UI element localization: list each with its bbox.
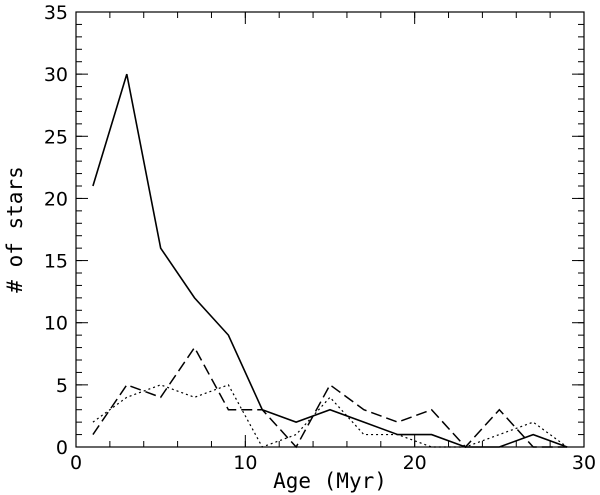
y-tick-label: 35: [44, 2, 68, 24]
plot-frame: [75, 11, 585, 448]
axis-ticks: [75, 11, 585, 448]
y-tick-label: 0: [56, 437, 68, 459]
series-lines: [92, 73, 568, 449]
y-axis-title: # of stars: [3, 166, 27, 292]
series-line-dotted: [92, 384, 568, 448]
x-axis-title: Age (Myr): [273, 469, 387, 493]
y-tick-label: 5: [56, 375, 68, 397]
x-tick-label: 10: [233, 452, 257, 474]
x-tick-label: 20: [403, 452, 427, 474]
y-tick-label: 25: [44, 126, 68, 148]
y-tick-label: 15: [44, 251, 68, 273]
x-tick-label: 0: [70, 452, 82, 474]
tick-labels: 0 10 20 30 0 5 10 15 20 25 30 35: [44, 2, 596, 474]
series-line-solid: [92, 73, 568, 448]
y-tick-label: 10: [44, 313, 68, 335]
series-line-dashed: [92, 346, 568, 449]
y-tick-label: 20: [44, 188, 68, 210]
x-tick-label: 30: [572, 452, 596, 474]
y-tick-label: 30: [44, 64, 68, 86]
